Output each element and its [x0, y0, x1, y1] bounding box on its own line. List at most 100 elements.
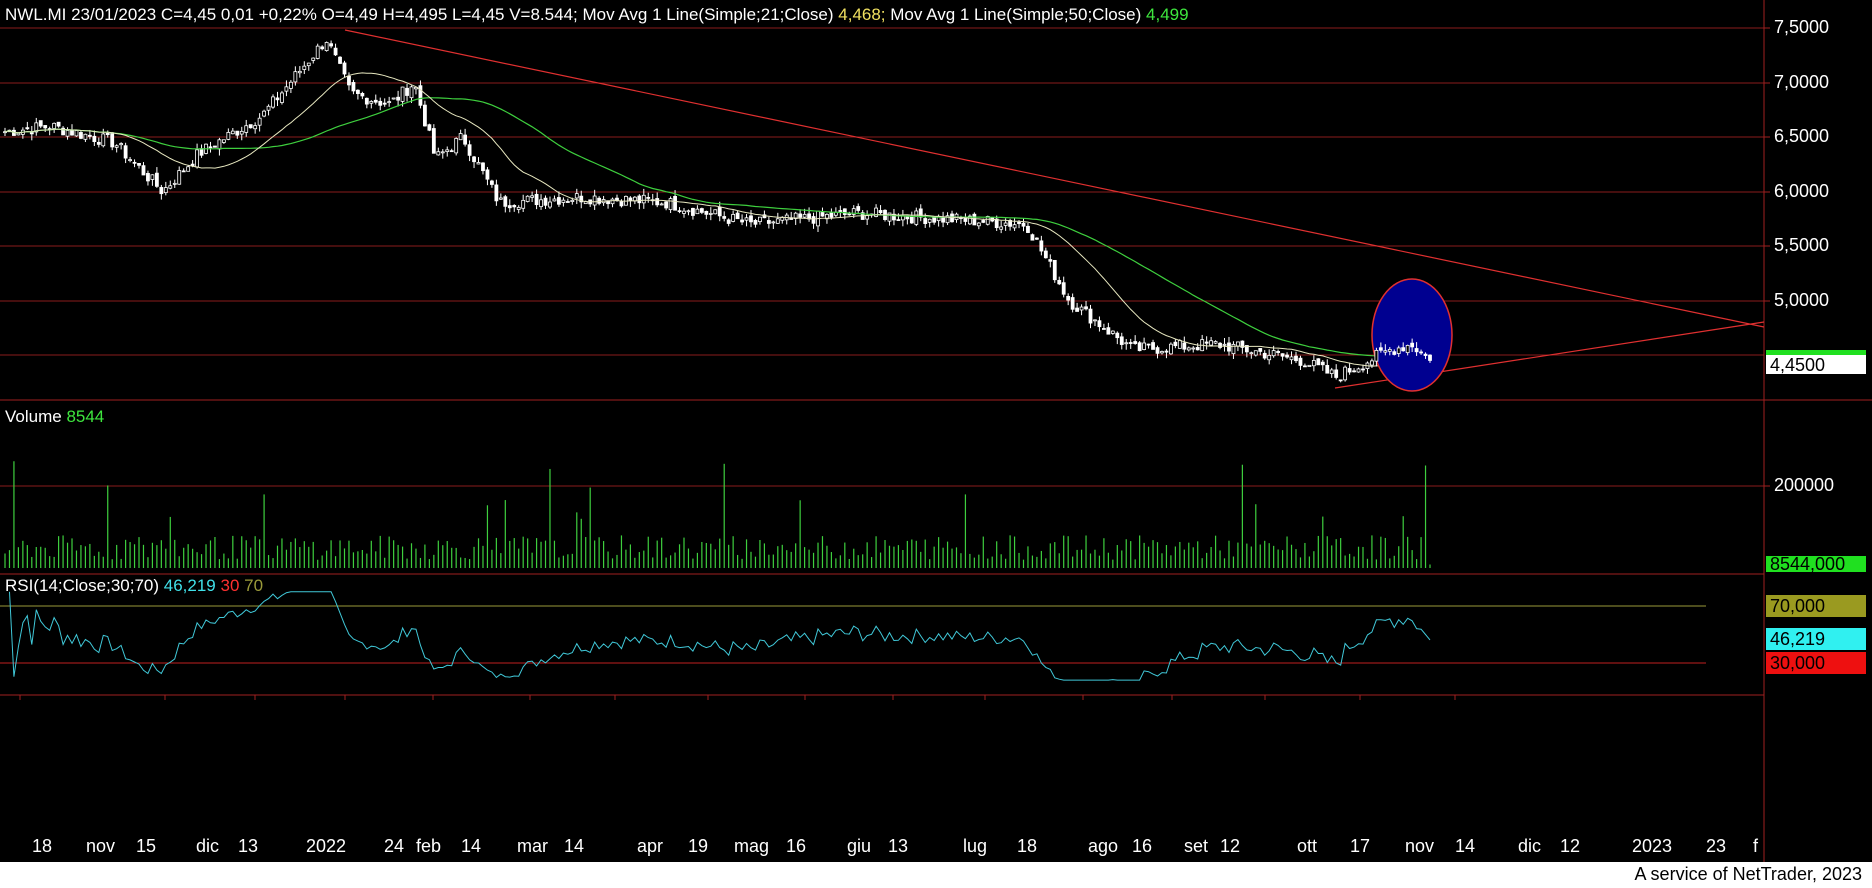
- volume-bar: [375, 551, 377, 568]
- volume-bar: [250, 547, 252, 568]
- volume-bar: [1143, 542, 1145, 568]
- candle-body: [83, 133, 88, 140]
- candle-body: [498, 197, 503, 200]
- volume-bar: [169, 516, 171, 568]
- candle: [87, 129, 92, 140]
- volume-bar: [227, 558, 229, 568]
- candle-body: [253, 125, 258, 130]
- candle: [338, 56, 342, 65]
- candle: [387, 96, 392, 107]
- volume-bar: [62, 535, 64, 568]
- x-label: set: [1184, 836, 1209, 856]
- x-label: 13: [888, 836, 909, 856]
- candle: [1294, 351, 1298, 364]
- candle-body: [449, 150, 454, 153]
- candle-body: [909, 216, 914, 224]
- candle: [1419, 349, 1423, 355]
- candle-body: [1294, 355, 1298, 362]
- candle: [731, 210, 736, 223]
- volume-bar: [634, 557, 636, 568]
- candle-body: [1271, 350, 1276, 357]
- price-tick-label: 7,0000: [1774, 72, 1830, 92]
- volume-bar: [187, 544, 189, 568]
- candle-body: [400, 86, 405, 102]
- volume-bar: [862, 554, 864, 568]
- volume-bar: [696, 552, 698, 568]
- candle: [1137, 341, 1142, 352]
- volume-bar: [509, 540, 511, 568]
- volume-bar: [580, 518, 582, 568]
- volume-bar: [1295, 549, 1297, 568]
- candle: [1285, 352, 1289, 359]
- candle: [275, 91, 280, 106]
- candle-body: [244, 125, 249, 133]
- candle: [34, 117, 39, 136]
- candle: [1338, 379, 1343, 383]
- candle-body: [1347, 368, 1352, 373]
- candle: [999, 220, 1004, 234]
- candle-body: [691, 207, 695, 216]
- candle-body: [579, 195, 584, 203]
- candle-body: [1008, 220, 1012, 227]
- volume-bar: [98, 551, 100, 568]
- volume-bar: [393, 540, 395, 568]
- candle-body: [704, 210, 709, 215]
- volume-bar: [808, 549, 810, 568]
- price-tick-label: 6,0000: [1774, 181, 1830, 201]
- candle-body: [570, 199, 575, 202]
- candle-body: [842, 208, 847, 215]
- candle-body: [615, 197, 619, 201]
- candle: [865, 210, 870, 225]
- candle: [1124, 339, 1129, 350]
- volume-bar: [1116, 545, 1118, 568]
- volume-bar: [151, 542, 154, 568]
- volume-bar: [1308, 556, 1310, 568]
- volume-bar: [728, 544, 730, 568]
- candle-body: [311, 57, 316, 61]
- candle-body: [1173, 341, 1178, 347]
- candle-body: [1370, 360, 1374, 366]
- volume-bar: [616, 554, 618, 568]
- candle: [1356, 367, 1361, 373]
- candle-body: [1320, 361, 1325, 366]
- candle: [221, 139, 226, 144]
- candle: [297, 66, 302, 78]
- volume-bar: [902, 549, 904, 568]
- candle: [79, 130, 83, 140]
- candle: [1316, 358, 1321, 366]
- candle: [239, 126, 244, 141]
- candle-body: [994, 218, 999, 229]
- candle-body: [932, 217, 937, 223]
- volume-bar: [8, 550, 11, 568]
- candle: [481, 162, 485, 175]
- volume-bar: [116, 544, 118, 568]
- volume-bar: [259, 539, 261, 568]
- candle-body: [1329, 369, 1334, 375]
- candle: [641, 188, 646, 209]
- volume-bar: [701, 541, 703, 568]
- x-label: 14: [1455, 836, 1476, 856]
- candle: [994, 215, 999, 231]
- candle-body: [302, 65, 307, 70]
- candle: [512, 204, 517, 212]
- candle-body: [610, 198, 615, 205]
- volume-bar: [549, 468, 551, 568]
- candle: [798, 209, 803, 224]
- candle-body: [1423, 353, 1428, 356]
- candle-body: [771, 221, 776, 224]
- candle: [838, 205, 843, 218]
- volume-bar: [160, 540, 162, 568]
- ma21-label: Mov Avg 1 Line(Simple;21;Close): [582, 5, 834, 24]
- candle: [1361, 364, 1365, 373]
- candle: [230, 128, 235, 135]
- candle: [315, 43, 320, 60]
- x-label: 16: [1132, 836, 1153, 856]
- candle-body: [1325, 364, 1330, 374]
- candle: [159, 184, 164, 200]
- volume-bar: [1098, 555, 1101, 568]
- volume-bar: [571, 553, 573, 568]
- candle: [1030, 233, 1035, 241]
- candle: [1378, 342, 1383, 353]
- volume-bar: [500, 553, 502, 568]
- volume-bar: [53, 556, 55, 568]
